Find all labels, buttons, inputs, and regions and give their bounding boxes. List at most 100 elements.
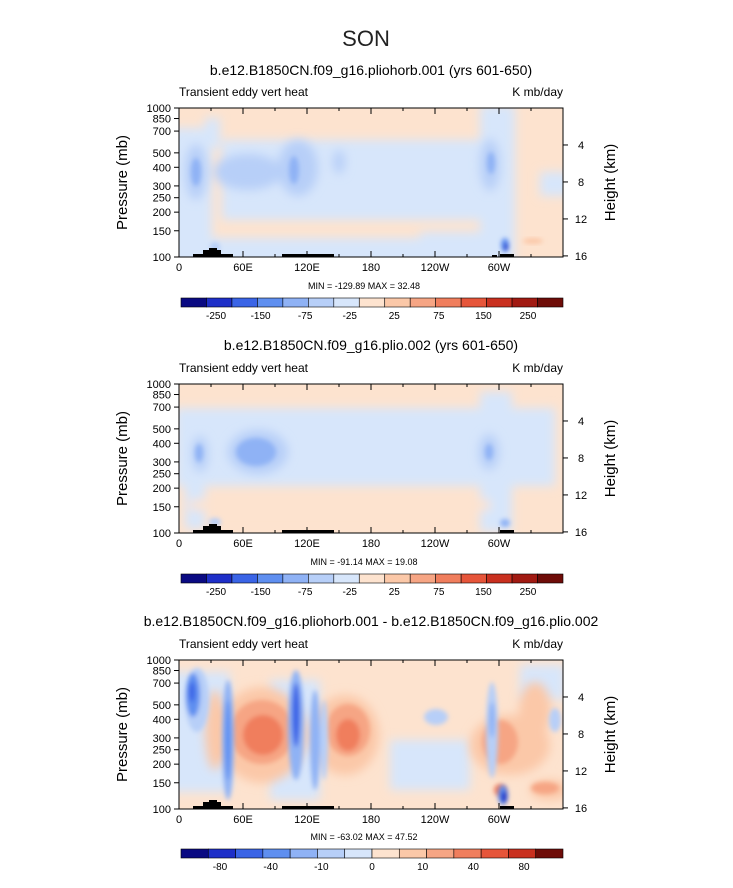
y-tick-label: 850 <box>153 114 171 126</box>
plot-field <box>179 108 563 257</box>
x-tick-label: 120E <box>294 538 320 550</box>
panel-3: b.e12.B1850CN.f09_g16.pliohorb.001 - b.e… <box>114 613 619 873</box>
colorbar-label: -75 <box>298 311 313 322</box>
y-tick-label: 700 <box>153 402 171 414</box>
colorbar-swatch <box>511 297 538 308</box>
y-axis-title-right: Height (km) <box>602 696 619 774</box>
y-axis-title: Pressure (mb) <box>114 411 131 506</box>
x-tick-label: 0 <box>176 814 182 826</box>
colorbar-label: 75 <box>433 587 445 598</box>
panel-2: b.e12.B1850CN.f09_g16.plio.002 (yrs 601-… <box>114 337 619 598</box>
y-tick-label: 400 <box>153 438 171 450</box>
panel-right-label: K mb/day <box>512 361 563 375</box>
colorbar-swatch <box>180 573 207 584</box>
colorbar-swatch <box>231 573 258 584</box>
colorbar-label: 0 <box>369 862 375 873</box>
colorbar-swatch <box>486 297 513 308</box>
colorbar-swatch <box>358 573 386 584</box>
y-tick-label: 1000 <box>147 379 171 391</box>
x-tick-label: 120W <box>421 814 450 826</box>
colorbar-swatch <box>486 573 513 584</box>
colorbar-label: 250 <box>520 311 537 322</box>
colorbar-label: 75 <box>433 311 445 322</box>
colorbar-swatch <box>317 848 346 859</box>
y-right-tick-label: 12 <box>575 766 587 778</box>
colorbar-label: -25 <box>342 587 357 598</box>
x-tick-label: 60W <box>488 262 511 274</box>
x-tick-label: 60E <box>233 262 253 274</box>
panel-left-label: Transient eddy vert heat <box>179 361 309 375</box>
y-tick-label: 300 <box>153 457 171 469</box>
y-right-tick-label: 16 <box>575 527 587 539</box>
colorbar-label: -40 <box>263 862 278 873</box>
y-tick-label: 250 <box>153 745 171 757</box>
colorbar-label: -150 <box>251 311 271 322</box>
x-tick-label: 0 <box>176 538 182 550</box>
colorbar-swatch <box>480 848 509 859</box>
colorbar-swatch <box>460 573 487 584</box>
y-axis-title-right: Height (km) <box>602 420 619 498</box>
colorbar-swatch <box>206 573 233 584</box>
colorbar-swatch <box>508 848 537 859</box>
x-tick-label: 60W <box>488 538 511 550</box>
y-tick-label: 250 <box>153 193 171 205</box>
colorbar-swatch <box>537 573 564 584</box>
colorbar-swatch <box>206 297 233 308</box>
colorbar-swatch <box>371 848 400 859</box>
colorbar-swatch <box>333 573 360 584</box>
topography <box>193 248 514 257</box>
colorbar-swatch <box>435 573 462 584</box>
y-right-tick-label: 4 <box>578 692 584 704</box>
y-right-tick-label: 12 <box>575 214 587 226</box>
colorbar-label: -250 <box>206 311 226 322</box>
x-tick-label: 120E <box>294 814 320 826</box>
y-tick-label: 250 <box>153 469 171 481</box>
panel-title: b.e12.B1850CN.f09_g16.plio.002 (yrs 601-… <box>224 337 518 353</box>
topography <box>193 524 514 533</box>
y-right-tick-label: 16 <box>575 251 587 263</box>
panel-left-label: Transient eddy vert heat <box>179 637 309 651</box>
colorbar-swatch <box>257 297 284 308</box>
panel-title: b.e12.B1850CN.f09_g16.pliohorb.001 (yrs … <box>210 62 532 78</box>
y-tick-label: 100 <box>153 528 171 540</box>
y-tick-label: 300 <box>153 733 171 745</box>
colorbar-label: 250 <box>520 587 537 598</box>
colorbar-label: -80 <box>213 862 228 873</box>
colorbar-swatch <box>308 297 335 308</box>
colorbar-label: -25 <box>342 311 357 322</box>
y-right-tick-label: 8 <box>578 177 584 189</box>
colorbar-label: 150 <box>475 587 492 598</box>
panel-1: b.e12.B1850CN.f09_g16.pliohorb.001 (yrs … <box>114 62 619 322</box>
colorbar-label: 10 <box>417 862 429 873</box>
y-tick-label: 150 <box>153 778 171 790</box>
colorbar-swatch <box>333 297 360 308</box>
colorbar-swatch <box>262 848 291 859</box>
colorbar-label: 25 <box>389 587 401 598</box>
colorbar-swatch <box>409 573 436 584</box>
y-tick-label: 850 <box>153 390 171 402</box>
colorbar-swatch <box>511 573 538 584</box>
colorbar-swatch <box>537 297 564 308</box>
y-tick-label: 100 <box>153 804 171 816</box>
x-tick-label: 180 <box>362 814 380 826</box>
x-tick-label: 60W <box>488 814 511 826</box>
figure-title: SON <box>342 26 390 51</box>
colorbar-swatch <box>398 848 427 859</box>
colorbar-swatch <box>358 297 386 308</box>
y-tick-label: 200 <box>153 207 171 219</box>
y-right-tick-label: 8 <box>578 729 584 741</box>
y-tick-label: 500 <box>153 700 171 712</box>
plot-field <box>179 660 563 809</box>
colorbar-swatch <box>460 297 487 308</box>
y-tick-label: 500 <box>153 148 171 160</box>
y-tick-label: 200 <box>153 483 171 495</box>
y-axis-title: Pressure (mb) <box>114 687 131 782</box>
colorbar-label: 80 <box>518 862 530 873</box>
x-tick-label: 60E <box>233 814 253 826</box>
colorbar-label: 150 <box>475 311 492 322</box>
colorbar-swatch <box>435 297 462 308</box>
x-tick-label: 120W <box>421 262 450 274</box>
y-axis-title-right: Height (km) <box>602 144 619 222</box>
y-tick-label: 700 <box>153 678 171 690</box>
y-tick-label: 400 <box>153 714 171 726</box>
